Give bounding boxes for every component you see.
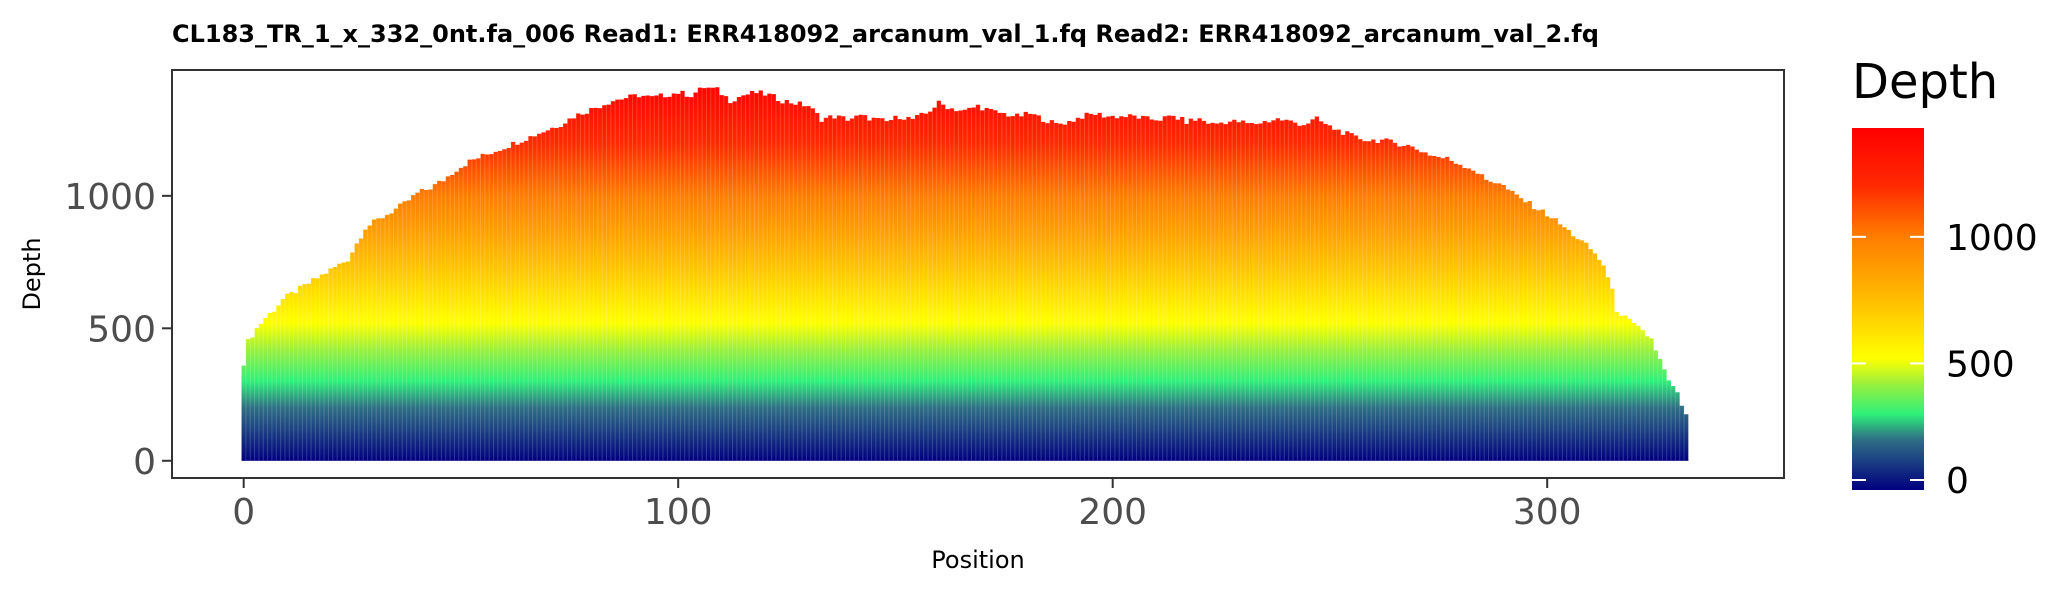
legend-title: Depth	[1852, 54, 1998, 110]
x-axis: 0 100 200 300	[232, 478, 1582, 533]
y-axis-title: Depth	[18, 237, 46, 310]
x-tick-label: 100	[644, 492, 713, 533]
y-tick-label: 1000	[64, 177, 156, 218]
x-axis-title: Position	[931, 546, 1024, 574]
y-tick-label: 0	[133, 442, 156, 483]
legend-tick-label: 500	[1946, 344, 2015, 385]
y-tick-label: 500	[87, 309, 156, 350]
x-tick-label: 300	[1513, 492, 1582, 533]
y-axis: 0 500 1000	[64, 177, 172, 483]
chart-title: CL183_TR_1_x_332_0nt.fa_006 Read1: ERR41…	[172, 20, 1599, 48]
legend-tick-label: 0	[1946, 461, 1969, 502]
plot-panel-border	[171, 69, 1785, 479]
legend-colorbar	[1852, 128, 1924, 490]
x-tick-label: 200	[1078, 492, 1147, 533]
legend-ticks: 0 500 1000	[1852, 218, 2038, 502]
depth-colorbar-legend: Depth 0 500 1000	[1852, 54, 2038, 502]
x-tick-label: 0	[232, 492, 255, 533]
legend-tick-label: 1000	[1946, 218, 2038, 259]
